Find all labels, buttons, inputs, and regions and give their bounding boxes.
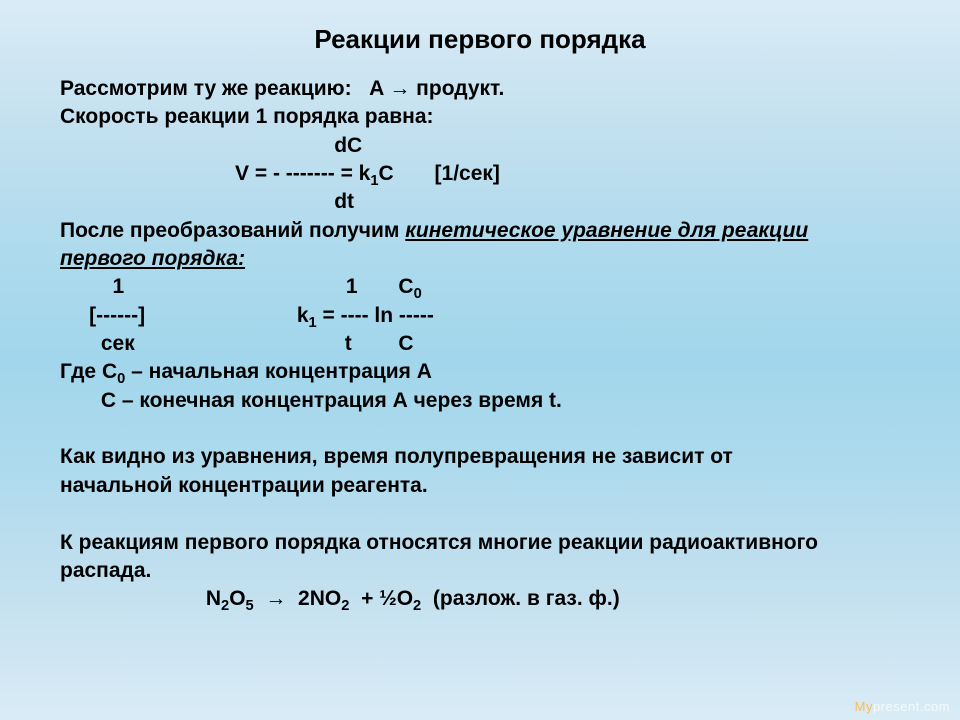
sub-5: 5: [246, 598, 254, 614]
line-7a: 1 1 С: [60, 275, 414, 298]
arrow-icon: →: [389, 77, 410, 100]
line-18f: (разлож. в газ. ф.): [421, 587, 620, 610]
line-17: распада.: [60, 559, 151, 582]
arrow-icon-2: →: [265, 587, 286, 610]
line-9: сек t С: [60, 332, 414, 355]
line-1a: Рассмотрим ту же реакцию: A: [60, 77, 389, 100]
line-4a: V = - ------- = k: [60, 162, 370, 185]
sub-2a: 2: [221, 598, 229, 614]
line-8b: = ---- ln -----: [317, 304, 434, 327]
line-3: dС: [60, 134, 362, 157]
line-6a: После преобразований получим: [60, 219, 405, 242]
line-10a: Где С: [60, 360, 117, 383]
sub-2c: 2: [413, 598, 421, 614]
watermark-a: present.: [873, 699, 924, 714]
watermark: Mypresent.com: [855, 699, 950, 714]
watermark-m: My: [855, 699, 873, 714]
line-2: Скорость реакции 1 порядка равна:: [60, 105, 434, 128]
line-1b: продукт.: [410, 77, 504, 100]
line-18c: [254, 587, 266, 610]
line-13: Как видно из уравнения, время полупревра…: [60, 445, 733, 468]
line-11: С – конечная концентрация А через время …: [60, 389, 562, 412]
line-4b: C [1/сек]: [379, 162, 500, 185]
line-16: К реакциям первого порядка относятся мно…: [60, 531, 818, 554]
watermark-b: com: [924, 699, 950, 714]
underline-6b: кинетическое уравнение для реакции: [405, 219, 808, 242]
line-8a: [------] k: [60, 304, 309, 327]
line-14: начальной концентрации реагента.: [60, 474, 428, 497]
line-18e: + ½O: [349, 587, 413, 610]
underline-6c: первого порядка:: [60, 247, 245, 270]
line-18a: N: [60, 587, 221, 610]
sub-1b: 1: [309, 315, 317, 331]
slide-title: Реакции первого порядка: [60, 24, 900, 55]
sub-1: 1: [370, 173, 378, 189]
line-5: dt: [60, 190, 354, 213]
slide: Реакции первого порядка Рассмотрим ту же…: [0, 0, 960, 720]
line-18d: 2NO: [286, 587, 341, 610]
line-18b: O: [229, 587, 245, 610]
slide-body: Рассмотрим ту же реакцию: A → продукт. С…: [60, 75, 900, 614]
line-10b: – начальная концентрация А: [125, 360, 432, 383]
sub-0a: 0: [414, 287, 422, 303]
